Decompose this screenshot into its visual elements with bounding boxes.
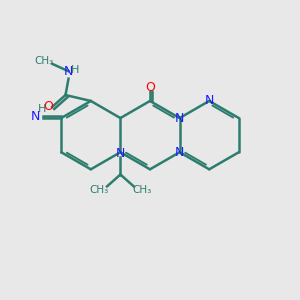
Text: H: H — [38, 104, 46, 114]
Text: N: N — [175, 146, 184, 159]
Text: N: N — [175, 112, 184, 124]
Text: CH₃: CH₃ — [133, 185, 152, 195]
Text: N: N — [205, 94, 214, 107]
Text: O: O — [43, 100, 52, 113]
Text: H: H — [71, 65, 79, 75]
Text: N: N — [64, 65, 73, 78]
Text: N: N — [31, 110, 40, 123]
Text: O: O — [145, 81, 155, 94]
Text: CH₃: CH₃ — [89, 185, 108, 195]
Text: CH₃: CH₃ — [34, 56, 53, 66]
Text: N: N — [116, 147, 125, 160]
